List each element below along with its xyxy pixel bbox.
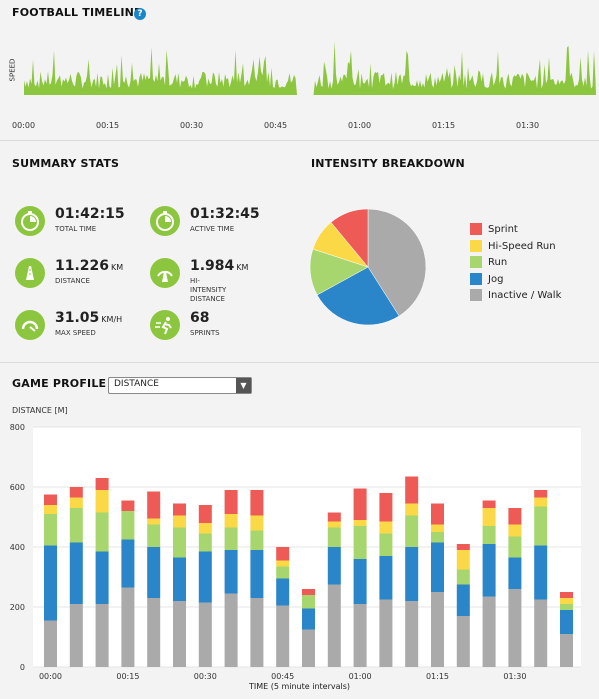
stat-value: 31.05 [55, 310, 100, 326]
legend-item-jog: Jog [470, 273, 503, 285]
stat-label: SPRINTS [190, 329, 220, 337]
x-tick-label: 00:45 [271, 672, 294, 681]
legend-swatch [470, 273, 482, 285]
divider [0, 362, 599, 363]
summary-title: SUMMARY STATS [12, 157, 120, 170]
x-tick-label: 00:30 [194, 672, 217, 681]
stat-unit: KM/H [101, 315, 123, 324]
y-axis-label: DISTANCE [M] [12, 406, 68, 415]
timeline-tick-label: 00:15 [96, 121, 120, 130]
sprint-icon [150, 310, 180, 340]
legend-item-hi-speed-run: Hi-Speed Run [470, 240, 556, 252]
slice-jog [316, 266, 400, 326]
stat-value: 11.226 [55, 258, 110, 274]
stat-value: 01:32:45 [190, 206, 260, 222]
stat-value: 68 [190, 310, 210, 326]
legend-item-inactive-walk: Inactive / Walk [470, 289, 561, 301]
stat-unit: KM [111, 263, 124, 272]
intensity-title: INTENSITY BREAKDOWN [311, 157, 465, 170]
metric-select-value: DISTANCE [114, 379, 159, 389]
divider [0, 140, 599, 141]
stat-value: 1.984 [190, 258, 235, 274]
stopwatch-icon [150, 206, 180, 236]
stat-value: 01:42:15 [55, 206, 125, 222]
y-tick-label: 200 [10, 603, 25, 612]
road-icon [15, 258, 45, 288]
timeline-tick-label: 00:45 [264, 121, 288, 130]
legend-swatch [470, 223, 482, 235]
legend-swatch [470, 256, 482, 268]
speed-trace [24, 41, 596, 95]
stat-label: ACTIVE TIME [190, 225, 235, 233]
slice-sprint [330, 208, 369, 268]
legend-swatch [470, 289, 482, 301]
legend-label: Sprint [488, 224, 518, 235]
timeline-title: FOOTBALL TIMELINE [12, 6, 142, 19]
timeline-tick-label: 00:00 [12, 121, 36, 130]
legend-label: Run [488, 257, 508, 268]
game-profile-title: GAME PROFILE [12, 377, 107, 390]
x-tick-label: 01:15 [426, 672, 449, 681]
stat-label: TOTAL TIME [55, 225, 97, 233]
timeline-tick-label: 01:30 [516, 121, 540, 130]
stat-label: MAX SPEED [55, 329, 96, 337]
timeline-tick-label: 01:15 [432, 121, 456, 130]
legend-item-run: Run [470, 256, 507, 268]
metric-select[interactable]: DISTANCE ▼ [108, 377, 252, 394]
x-tick-label: 00:00 [39, 672, 62, 681]
x-tick-label: 01:30 [503, 672, 526, 681]
timeline-tick-label: 01:00 [348, 121, 372, 130]
intensity-pie-chart [309, 208, 427, 326]
y-tick-label: 0 [20, 663, 25, 672]
chevron-down-icon[interactable]: ▼ [236, 378, 251, 393]
legend-label: Hi-Speed Run [488, 241, 556, 252]
stat-unit: KM [236, 263, 249, 272]
x-tick-label: 00:15 [116, 672, 139, 681]
slice-inactive-walk [367, 208, 427, 317]
speedometer-icon [15, 310, 45, 340]
y-tick-label: 800 [10, 423, 25, 432]
legend-label: Jog [488, 274, 504, 285]
legend-label: Inactive / Walk [488, 290, 562, 301]
legend-swatch [470, 240, 482, 252]
x-axis-label: TIME (5 minute intervals) [248, 682, 351, 691]
y-tick-label: 600 [10, 483, 25, 492]
legend-item-sprint: Sprint [470, 223, 518, 235]
x-tick-label: 01:00 [349, 672, 372, 681]
stopwatch-icon [15, 206, 45, 236]
speed-axis-label: SPEED [8, 58, 17, 82]
stat-label: HI-INTENSITY DISTANCE [190, 277, 227, 303]
help-icon[interactable]: ? [134, 8, 146, 20]
chart-area [33, 427, 581, 667]
speed-road-icon [150, 258, 180, 288]
y-tick-label: 400 [10, 543, 25, 552]
speed-timeline-graph [24, 41, 596, 95]
stat-label: DISTANCE [55, 277, 90, 285]
timeline-tick-label: 00:30 [180, 121, 204, 130]
